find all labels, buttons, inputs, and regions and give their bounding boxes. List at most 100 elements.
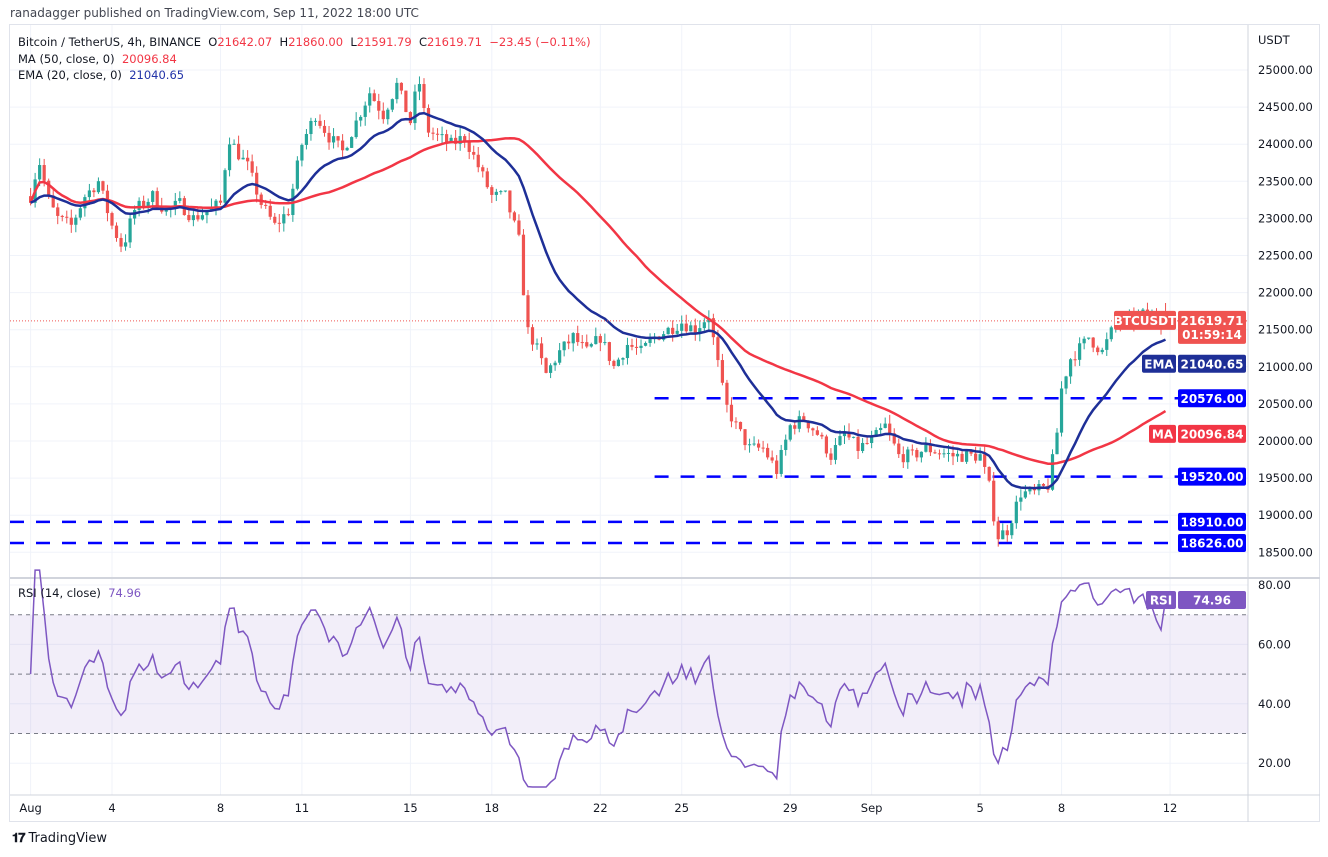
symbol-title: Bitcoin / TetherUS, 4h, BINANCE <box>18 35 201 49</box>
candle-down <box>824 436 829 454</box>
candle-up <box>643 342 648 346</box>
candle-up <box>978 454 982 461</box>
candle-up <box>1059 388 1064 433</box>
candle-down <box>218 200 223 203</box>
candle-down <box>142 200 146 207</box>
candle-down <box>983 454 987 467</box>
level-badge-bg <box>1178 389 1246 408</box>
candle-up <box>964 451 969 462</box>
candle-up <box>128 218 132 243</box>
tradingview-footer[interactable]: 𝟏𝟕 TradingView <box>12 831 107 846</box>
candle-up <box>603 342 607 344</box>
candle-up <box>1014 501 1018 524</box>
symbol-badge: BTCUSDT <box>1114 314 1177 328</box>
candle-up <box>191 215 195 221</box>
candle-down <box>110 213 114 226</box>
candle-up <box>123 242 128 247</box>
candle-down <box>937 453 942 455</box>
candle-down <box>716 337 720 361</box>
candle-up <box>345 147 349 151</box>
candle-down <box>435 133 440 135</box>
candle-down <box>888 423 892 434</box>
ema-legend[interactable]: EMA (20, close, 0) 21040.65 <box>18 68 184 82</box>
ma-legend[interactable]: MA (50, close, 0) 20096.84 <box>18 52 177 66</box>
countdown-badge: 01:59:14 <box>1182 328 1242 342</box>
candle-up <box>1109 327 1113 340</box>
high-label: H <box>279 35 289 49</box>
candle-up <box>879 427 883 431</box>
candle-down <box>404 90 408 113</box>
candle-down <box>327 132 331 143</box>
time-tick-label: Sep <box>861 801 883 815</box>
candle-down <box>829 453 833 460</box>
rsi-legend[interactable]: RSI (14, close) 74.96 <box>18 586 141 600</box>
candle-up <box>838 436 842 446</box>
candle-up <box>200 215 205 220</box>
candle-down <box>996 521 1000 540</box>
candle-up <box>87 190 91 198</box>
ma-tag-badge-bg <box>1149 424 1176 443</box>
ema-value: 21040.65 <box>129 68 185 82</box>
candle-down <box>119 237 123 247</box>
candle-down <box>454 137 458 144</box>
candle-up <box>1078 343 1082 360</box>
candle-up <box>304 134 309 145</box>
price-tick-label: 23000.00 <box>1258 211 1313 225</box>
candle-down <box>246 157 250 162</box>
candle-down <box>806 420 810 429</box>
candle-down <box>693 325 697 335</box>
candle-up <box>164 209 168 212</box>
price-tick-label: 19000.00 <box>1258 508 1313 522</box>
candle-down <box>928 444 933 453</box>
low-label: L <box>350 35 357 49</box>
candle-down <box>820 434 824 437</box>
candle-down <box>408 112 413 124</box>
candle-up <box>784 439 788 450</box>
candle-up <box>363 105 367 117</box>
candle-up <box>295 160 299 189</box>
candle-up <box>548 365 553 373</box>
time-tick-label: 18 <box>484 801 499 815</box>
candle-up <box>680 323 684 331</box>
candle-down <box>422 84 426 109</box>
price-tick-label: 18500.00 <box>1258 545 1313 559</box>
candle-down <box>901 454 905 463</box>
level-badge: 20576.00 <box>1180 392 1243 406</box>
candle-down <box>974 453 978 461</box>
brand-name: TradingView <box>28 831 108 846</box>
candle-down <box>467 140 471 152</box>
candle-up <box>146 201 150 207</box>
candle-up <box>616 359 621 367</box>
candle-up <box>494 191 498 195</box>
candle-down <box>51 195 55 208</box>
candle-up <box>178 198 182 201</box>
candle-up <box>702 322 706 329</box>
time-tick-label: 15 <box>403 801 418 815</box>
candle-up <box>1010 523 1014 536</box>
candle-down <box>544 358 548 373</box>
candle-down <box>277 222 281 224</box>
price-tick-label: 20000.00 <box>1258 434 1313 448</box>
rsi-tick-label: 60.00 <box>1258 637 1291 651</box>
candle-down <box>992 480 996 522</box>
candle-up <box>594 336 598 345</box>
time-tick-label: 4 <box>108 801 115 815</box>
candle-down <box>255 172 259 195</box>
candle-up <box>227 144 232 171</box>
time-tick-label: 8 <box>217 801 224 815</box>
candle-up <box>698 328 702 335</box>
candle-down <box>485 171 489 188</box>
candle-down <box>684 323 688 332</box>
candle-down <box>1041 483 1046 486</box>
ma-value: 20096.84 <box>121 52 177 66</box>
candle-down <box>472 151 476 155</box>
price-tick-label: 22500.00 <box>1258 249 1313 263</box>
candle-up <box>390 99 394 110</box>
candle-up <box>173 200 177 208</box>
price-tick-label: 21500.00 <box>1258 323 1313 337</box>
candle-up <box>214 200 218 207</box>
candle-up <box>1100 349 1104 353</box>
candle-down <box>42 165 46 181</box>
time-tick-label: 25 <box>674 801 689 815</box>
